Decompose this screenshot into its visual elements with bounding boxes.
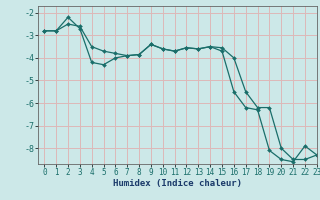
X-axis label: Humidex (Indice chaleur): Humidex (Indice chaleur): [113, 179, 242, 188]
